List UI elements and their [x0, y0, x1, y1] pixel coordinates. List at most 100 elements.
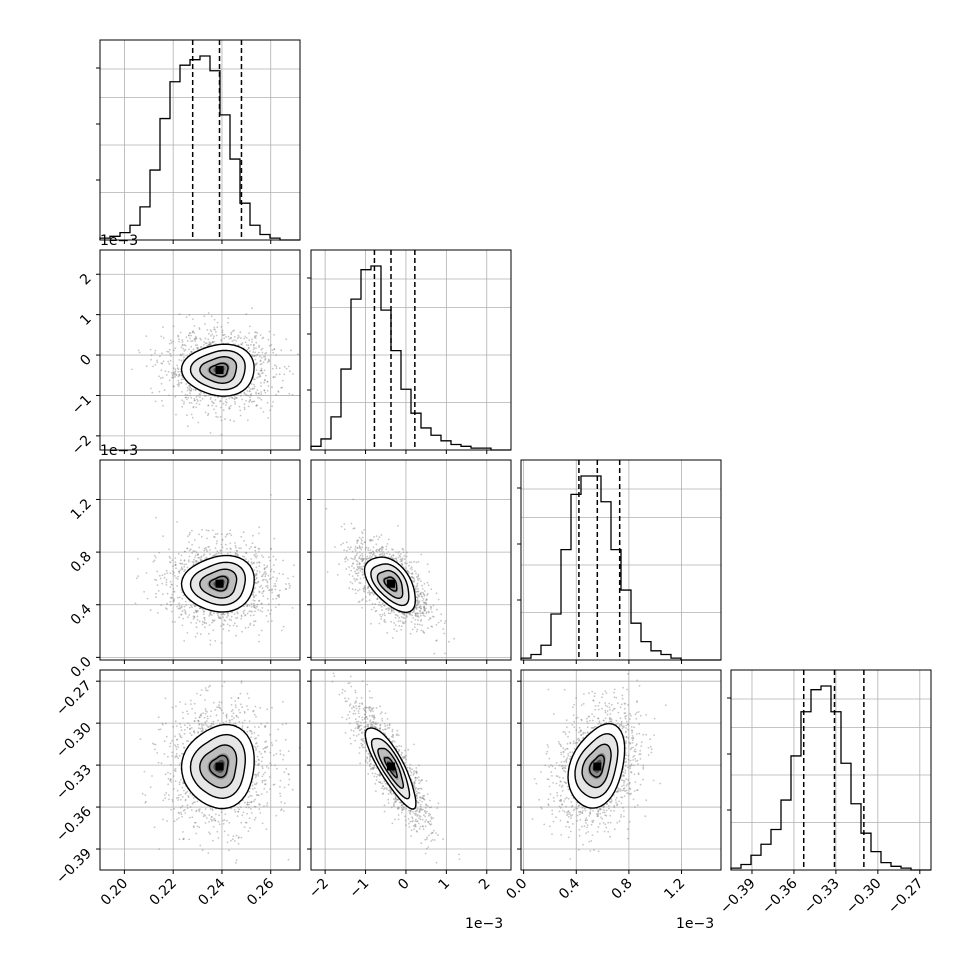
sample-point: [228, 397, 231, 400]
sample-point: [254, 587, 256, 589]
sample-point: [255, 566, 258, 569]
sample-point: [185, 396, 188, 399]
sample-point: [345, 549, 348, 552]
sample-point: [343, 528, 346, 531]
sample-point: [173, 599, 176, 602]
sample-point: [420, 614, 422, 617]
sample-point: [406, 569, 409, 572]
sample-point: [229, 419, 232, 422]
sample-point: [350, 522, 353, 525]
sample-point: [199, 559, 202, 562]
sample-point: [287, 783, 290, 786]
sample-point: [420, 593, 422, 596]
sample-point: [192, 550, 195, 552]
sample-point: [214, 547, 217, 550]
sample-point: [183, 640, 186, 642]
sample-point: [394, 613, 397, 616]
sample-point: [249, 390, 252, 393]
sample-point: [265, 765, 268, 768]
sample-point: [175, 745, 178, 748]
sample-point: [258, 373, 260, 376]
sample-point: [269, 409, 271, 412]
sample-point: [169, 580, 172, 583]
sample-point: [181, 752, 183, 755]
sample-point: [173, 590, 176, 593]
sample-point: [270, 609, 273, 612]
sample-point: [236, 625, 238, 628]
sample-point: [353, 577, 355, 580]
sample-point: [247, 626, 250, 629]
sample-point: [377, 538, 380, 541]
sample-point: [213, 619, 216, 622]
sample-point: [417, 590, 420, 593]
sample-point: [235, 546, 237, 549]
sample-point: [181, 399, 184, 402]
sample-point: [190, 621, 193, 624]
sample-point: [380, 618, 383, 620]
sample-point: [388, 553, 391, 555]
sample-point: [250, 393, 253, 395]
sample-point: [220, 419, 223, 422]
sample-point: [256, 404, 258, 407]
sample-point: [352, 562, 355, 565]
sample-point: [247, 346, 250, 349]
sample-point: [259, 375, 262, 378]
sample-point: [240, 614, 243, 617]
sample-point: [193, 399, 196, 402]
sample-point: [183, 550, 186, 553]
sample-point: [416, 612, 419, 614]
sample-point: [271, 367, 274, 370]
sample-point: [137, 558, 139, 560]
sample-point: [200, 730, 203, 733]
sample-point: [275, 597, 278, 600]
sample-point: [208, 814, 211, 816]
sample-point: [209, 343, 212, 345]
sample-point: [171, 620, 174, 623]
sample-point: [155, 592, 158, 595]
sample-point: [196, 344, 199, 346]
density-peak: [215, 579, 224, 588]
sample-point: [168, 363, 171, 365]
sample-point: [241, 630, 244, 633]
sample-point: [178, 781, 181, 784]
sample-point: [253, 346, 256, 349]
sample-point: [178, 754, 181, 757]
sample-point: [162, 593, 164, 596]
sample-point: [185, 383, 188, 385]
sample-point: [178, 596, 181, 599]
sample-point: [174, 347, 177, 350]
grid-lines-2-0: [100, 460, 300, 660]
sample-point: [264, 573, 267, 576]
sample-point: [150, 358, 152, 361]
sample-point: [258, 634, 260, 636]
sample-point: [426, 594, 428, 596]
sample-point: [195, 611, 198, 614]
sample-point: [174, 371, 176, 374]
sample-point: [419, 607, 422, 610]
sample-point: [208, 820, 211, 823]
sample-point: [442, 628, 445, 630]
sample-point: [395, 614, 398, 616]
sample-point: [143, 590, 146, 593]
sample-point: [365, 558, 368, 560]
sample-point: [435, 639, 438, 642]
sample-point: [417, 577, 419, 580]
sample-point: [179, 701, 182, 703]
sample-point: [255, 574, 258, 576]
sample-point: [247, 708, 249, 711]
contour-line: [199, 568, 238, 599]
sample-point: [276, 577, 278, 580]
sample-point: [258, 640, 260, 643]
sample-point: [223, 619, 226, 621]
sample-point: [163, 576, 166, 579]
sample-point: [358, 546, 361, 548]
sample-point: [235, 396, 238, 399]
sample-point: [416, 604, 418, 607]
sample-point: [247, 394, 250, 397]
sample-point: [172, 600, 175, 603]
sample-point: [415, 608, 418, 611]
sample-point: [262, 336, 265, 339]
sample-point: [180, 605, 183, 608]
sample-point: [270, 568, 273, 571]
sample-point: [196, 619, 199, 621]
